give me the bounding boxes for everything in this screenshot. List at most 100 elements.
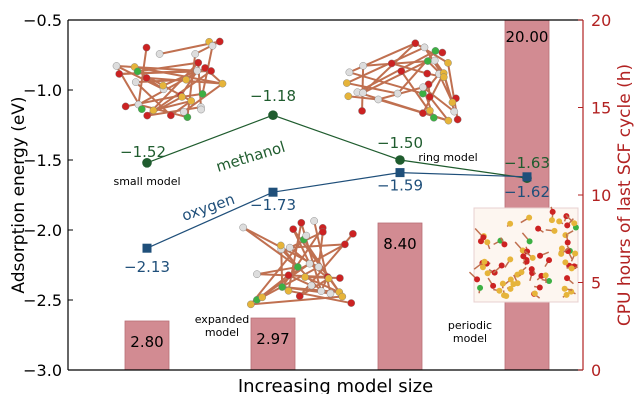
methanol-value-label-0: −1.52	[120, 143, 166, 161]
bar-value-label-3: 20.00	[506, 28, 549, 46]
molecule-atom	[239, 223, 247, 232]
molecule-atom	[295, 292, 304, 300]
molecule-bond	[287, 222, 303, 291]
molecule-atom	[444, 116, 453, 125]
series-name-methanol: methanol	[214, 138, 287, 176]
molecule-atom	[393, 89, 402, 98]
molecule-atom	[198, 90, 207, 98]
molecule-atom	[324, 274, 333, 283]
molecule-atom	[423, 57, 432, 65]
annotation-small-model: small model	[113, 175, 180, 188]
molecule-atom	[484, 270, 491, 277]
right-tick-label: 0	[591, 361, 601, 380]
molecule-bond	[261, 266, 320, 299]
bar-value-label-2: 8.40	[383, 235, 416, 253]
molecule-atom	[201, 64, 209, 72]
molecule-atom	[561, 285, 568, 292]
molecule-atom	[438, 48, 447, 57]
molecule-bond	[289, 243, 345, 249]
left-tick-label: −1.0	[23, 81, 62, 100]
molecule-bond	[250, 295, 343, 306]
molecule-bond	[361, 65, 365, 111]
molecule-atom	[430, 113, 438, 122]
molecule-atom	[431, 47, 440, 55]
molecule-atom	[528, 266, 535, 273]
molecule-bond	[146, 62, 199, 117]
molecule-atom	[501, 241, 508, 248]
molecule-atom	[564, 239, 571, 246]
molecule-atom	[115, 70, 124, 78]
annotation-ring-model: ring model	[418, 151, 477, 164]
left-tick-label: −2.5	[23, 291, 62, 310]
molecule-atom	[490, 282, 497, 289]
oxygen-value-label-1: −1.73	[250, 196, 296, 214]
methanol-value-label-3: −1.63	[504, 154, 550, 172]
oxygen-value-label-0: −2.13	[124, 258, 170, 276]
molecule-atom	[507, 285, 514, 292]
molecule-atom	[359, 62, 367, 70]
molecule-bond	[288, 274, 312, 287]
molecule-atom	[498, 262, 505, 269]
oxygen-value-label-2: −1.59	[377, 177, 423, 195]
molecule-bond	[153, 99, 192, 112]
molecule-atom	[439, 73, 448, 81]
molecule-bond	[194, 40, 221, 55]
molecule-atom	[572, 250, 579, 257]
left-y-axis-label: Adsorption energy (eV)	[9, 96, 29, 293]
molecule-atom	[558, 245, 565, 252]
molecule-atom	[131, 78, 140, 86]
axes: −3.0 −2.5 −2.0 −1.5 −1.0 −0.5 0 5 10 15 20 Increasi…	[9, 11, 635, 394]
molecule-atom	[182, 75, 190, 84]
molecule-atom	[374, 95, 383, 104]
point-methanol-0	[142, 158, 152, 168]
molecule-atom	[524, 248, 531, 255]
molecule-atom	[344, 92, 353, 101]
left-tick-label: −3.0	[23, 361, 62, 380]
molecule-atom	[526, 214, 533, 221]
molecule-atom	[155, 50, 164, 58]
molecule-atom	[484, 239, 491, 246]
molecule-atom	[167, 111, 175, 120]
molecule-atom	[253, 270, 261, 278]
molecule-atom	[121, 102, 130, 111]
molecule-atom	[208, 42, 217, 50]
annotations: 2.80 2.97 8.40 20.00 −1.52 −1.18 −1.50 −1.63 −2.…	[113, 28, 550, 351]
molecule-atom	[571, 220, 578, 227]
molecule-atom	[535, 225, 542, 232]
molecule-atom	[477, 238, 484, 245]
molecule-atom	[159, 81, 167, 90]
molecule-atom	[142, 43, 151, 52]
molecule-atom	[503, 292, 510, 299]
molecule-atom	[191, 50, 200, 58]
annotation-expanded-model: expanded	[195, 313, 250, 326]
molecule-atom	[419, 109, 427, 117]
bar-3	[504, 19, 550, 371]
right-tick-label: 15	[591, 99, 611, 118]
molecule-atom	[562, 259, 569, 266]
molecule-atom	[423, 69, 431, 78]
molecule-atom	[479, 264, 486, 271]
molecule-atom	[564, 222, 571, 229]
left-tick-label: −0.5	[23, 11, 62, 30]
molecule-atom	[307, 281, 316, 290]
right-tick-label: 10	[591, 186, 611, 205]
right-tick-label: 20	[591, 11, 611, 30]
molecule-atom	[359, 88, 367, 97]
molecule-atom	[563, 291, 570, 298]
molecule-atom	[336, 274, 344, 282]
molecule-atom	[536, 284, 543, 291]
molecule-atom	[448, 98, 457, 107]
molecule-atom	[453, 115, 462, 124]
series-line-methanol	[146, 114, 528, 179]
molecule-atom	[474, 276, 481, 283]
left-tick-label: −1.5	[23, 151, 62, 170]
molecule-atom	[138, 105, 146, 113]
molecule-atom	[277, 241, 285, 250]
molecule-atom	[294, 263, 302, 271]
molecule-atom	[284, 287, 293, 295]
molecule-atom	[568, 265, 575, 272]
ring-model-molecule-image	[343, 39, 462, 125]
annotation-periodic-model: periodic	[448, 319, 492, 332]
molecule-bond	[242, 226, 299, 268]
molecule-atom	[319, 228, 327, 236]
